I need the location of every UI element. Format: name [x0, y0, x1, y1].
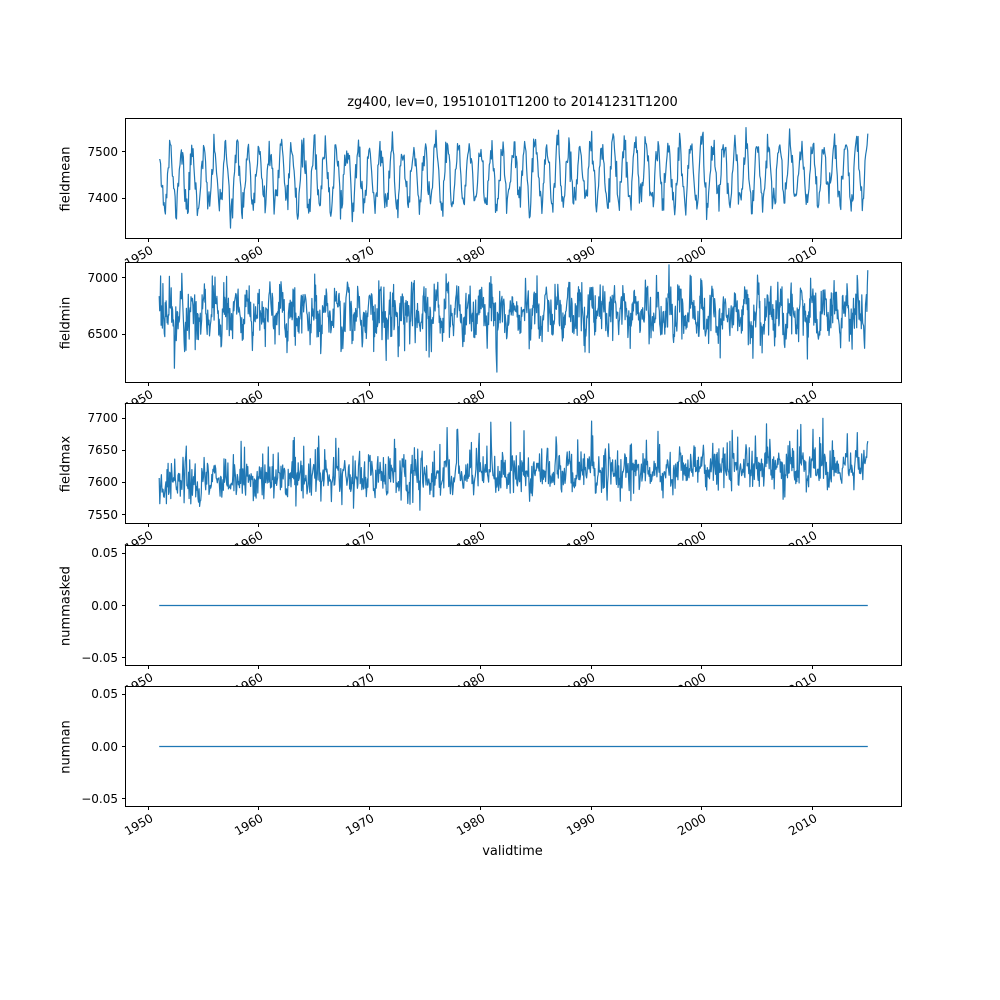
x-tick-mark	[701, 665, 703, 669]
y-tick-label: 0.05	[91, 687, 118, 702]
y-tick-label: 6500	[87, 327, 118, 342]
y-tick-label: 7000	[87, 270, 118, 285]
x-tick-mark	[811, 382, 813, 386]
y-tick-mark	[122, 481, 126, 483]
y-tick-mark	[122, 693, 126, 695]
x-tick-mark	[590, 382, 592, 386]
x-tick-mark	[147, 238, 149, 242]
y-tick-mark	[122, 657, 126, 659]
x-tick-mark	[369, 238, 371, 242]
y-tick-mark	[122, 605, 126, 606]
x-tick-mark	[258, 665, 260, 669]
x-tick-mark	[369, 806, 371, 810]
x-tick-mark	[811, 806, 813, 810]
y-tick-mark	[122, 514, 126, 516]
x-tick-mark	[479, 806, 481, 810]
y-tick-label: 0.05	[91, 546, 118, 561]
y-tick-mark	[122, 333, 126, 335]
x-tick-mark	[147, 806, 149, 810]
y-tick-label: 0.00	[91, 598, 118, 613]
y-tick-label: 7400	[87, 191, 118, 206]
x-tick-mark	[590, 665, 592, 669]
y-tick-mark	[122, 417, 126, 419]
y-tick-label: −0.05	[81, 791, 118, 806]
x-tick-mark	[811, 523, 813, 527]
y-tick-mark	[122, 746, 126, 747]
subplot-nummasked: nummasked −0.05 0.00 0.05 1950 1960 1970 1980 1…	[59, 545, 902, 697]
subplot-fieldmax: fieldmax 7550 7600 7650 7700 1950 1960 1970 198…	[59, 403, 902, 555]
subplot-fieldmin: fieldmin 6500 7000 1950 1960 1970 1980 1990 200…	[59, 262, 902, 414]
figure-title: zg400, lev=0, 19510101T1200 to 20141231T…	[347, 95, 678, 110]
x-tick-mark	[369, 382, 371, 386]
line-series	[159, 604, 868, 607]
x-tick-mark	[147, 523, 149, 527]
subplot-fieldmean: fieldmean 7400 7500 1950 1960 1970 1980 1990 20…	[59, 118, 902, 270]
subplot-numnan: numnan −0.05 0.00 0.05 1950 1960 1970 1980 1990…	[59, 686, 902, 838]
x-tick-mark	[701, 382, 703, 386]
y-tick-mark	[122, 151, 126, 153]
line-series	[158, 417, 869, 511]
y-tick-label: −0.05	[81, 650, 118, 665]
x-tick-mark	[701, 523, 703, 527]
y-tick-label: 7550	[87, 507, 118, 522]
y-tick-mark	[122, 197, 126, 199]
y-tick-mark	[122, 798, 126, 800]
x-tick-mark	[369, 665, 371, 669]
x-tick-mark	[701, 806, 703, 810]
x-tick-mark	[479, 665, 481, 669]
x-tick-mark	[590, 238, 592, 242]
line-series	[159, 745, 868, 748]
x-tick-mark	[590, 523, 592, 527]
x-tick-mark	[258, 238, 260, 242]
line-series	[158, 264, 869, 373]
x-tick-mark	[258, 523, 260, 527]
y-tick-label: 7600	[87, 475, 118, 490]
x-tick-mark	[479, 382, 481, 386]
y-tick-label: 7700	[87, 411, 118, 426]
x-tick-mark	[147, 382, 149, 386]
y-tick-mark	[122, 277, 126, 279]
x-tick-mark	[479, 523, 481, 527]
x-tick-mark	[701, 238, 703, 242]
x-axis-label: validtime	[482, 844, 543, 859]
x-tick-mark	[258, 806, 260, 810]
x-tick-mark	[369, 523, 371, 527]
y-tick-label: 7500	[87, 144, 118, 159]
x-tick-mark	[479, 238, 481, 242]
line-series	[159, 127, 869, 229]
y-tick-mark	[122, 552, 126, 554]
x-tick-mark	[811, 665, 813, 669]
y-tick-mark	[122, 449, 126, 451]
x-tick-mark	[258, 382, 260, 386]
x-tick-mark	[590, 806, 592, 810]
x-tick-mark	[811, 238, 813, 242]
x-tick-mark	[147, 665, 149, 669]
y-tick-label: 7650	[87, 443, 118, 458]
y-tick-label: 0.00	[91, 739, 118, 754]
